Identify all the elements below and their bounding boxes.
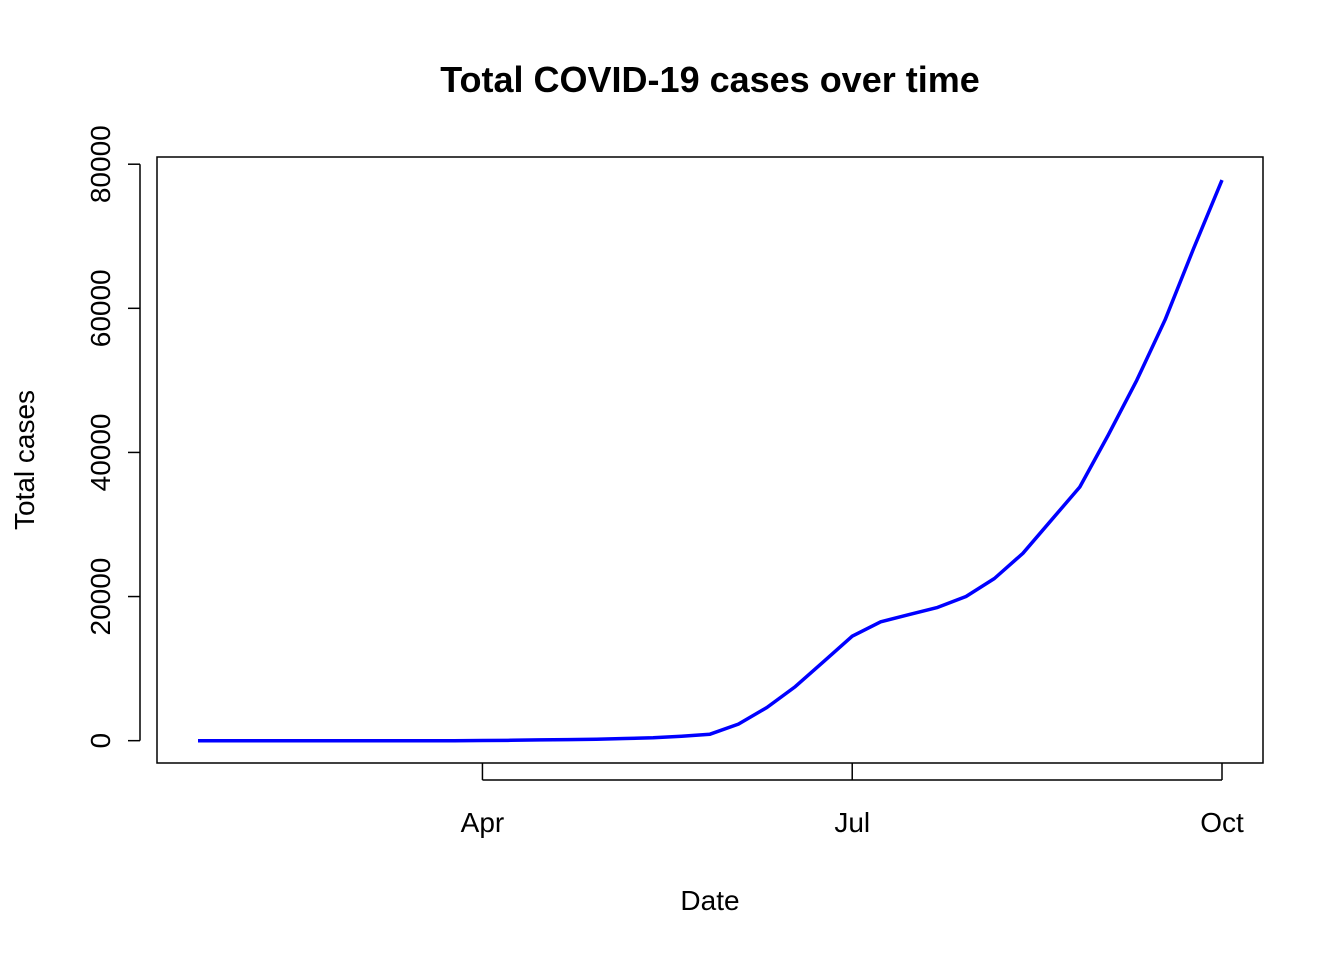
y-tick-label: 20000 xyxy=(85,558,116,636)
x-tick-label: Jul xyxy=(834,807,870,838)
plot-frame xyxy=(156,156,1264,764)
y-tick-label: 40000 xyxy=(85,413,116,491)
y-tick-label: 80000 xyxy=(85,125,116,203)
y-tick-label: 60000 xyxy=(85,269,116,347)
chart-title: Total COVID-19 cases over time xyxy=(440,59,980,100)
x-tick-label: Oct xyxy=(1200,807,1244,838)
y-tick-label: 0 xyxy=(85,733,116,749)
y-axis-label: Total cases xyxy=(9,390,40,530)
data-line xyxy=(198,179,1224,743)
x-axis-label: Date xyxy=(680,885,739,916)
x-tick-label: Apr xyxy=(461,807,505,838)
